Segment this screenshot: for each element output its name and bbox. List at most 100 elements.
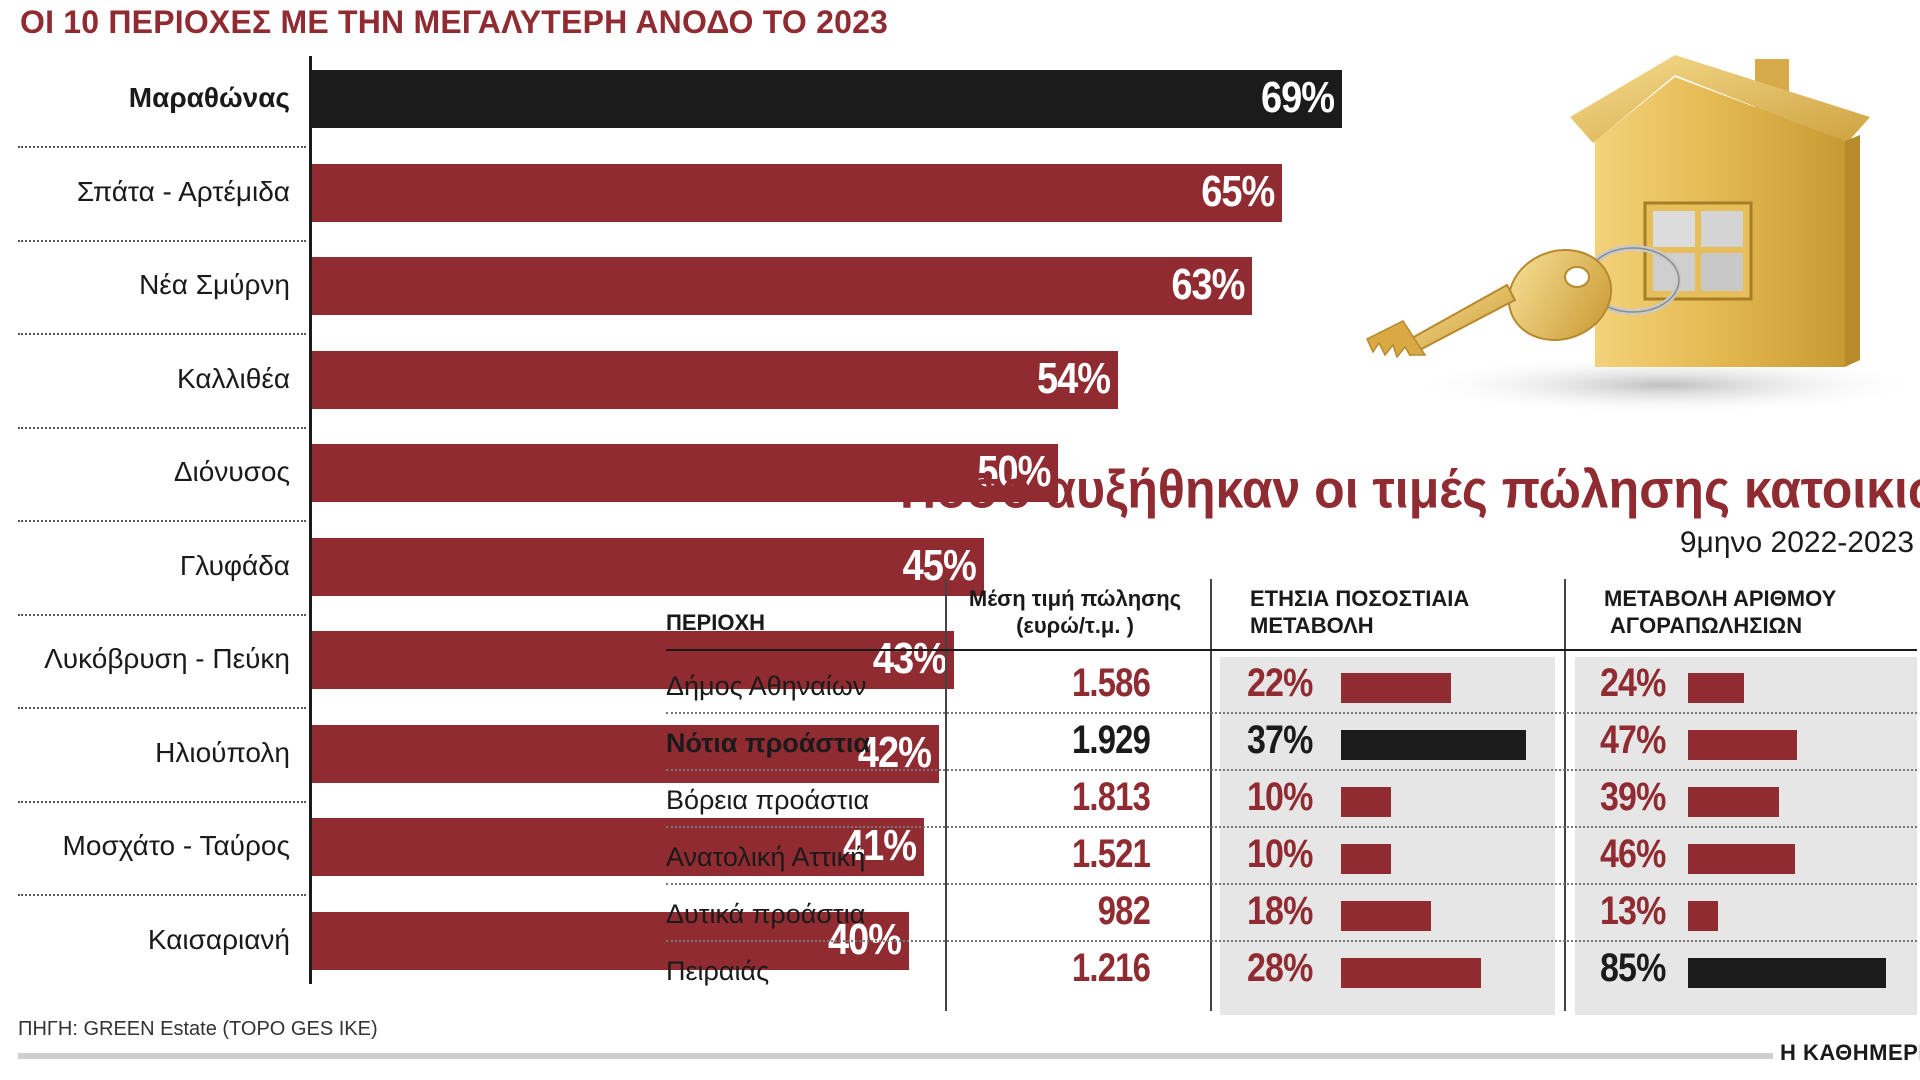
roof-shape xyxy=(1570,55,1870,143)
table-price-cell: 1.929 xyxy=(1072,718,1151,762)
table-price-cell: 982 xyxy=(1097,889,1151,933)
table-price-cell: 1.586 xyxy=(1072,661,1151,705)
table-region-cell: Δήμος Αθηναίων xyxy=(666,671,867,701)
bar-mark: 40% xyxy=(312,911,910,970)
table-sales-pct: 85% xyxy=(1600,946,1666,990)
bar-value-label: 41% xyxy=(842,822,917,871)
table-row-separator xyxy=(666,769,1917,771)
bar-category-label: Καλλιθέα xyxy=(177,362,290,394)
row-separator xyxy=(18,800,306,803)
table-region-cell: Πειραιάς xyxy=(666,956,770,986)
table-annual-pct: 18% xyxy=(1247,889,1313,933)
sales-bar-mark xyxy=(1688,958,1886,988)
bar-category-label: Σπάτα - Αρτέμιδα xyxy=(76,175,290,207)
row-separator xyxy=(18,894,306,896)
sales-bar-mark xyxy=(1688,844,1796,874)
house-key-illustration xyxy=(1366,55,1915,415)
row-separator xyxy=(18,707,306,709)
table-row-separator xyxy=(666,940,1917,942)
table-row-separator xyxy=(666,712,1917,714)
footer-rule xyxy=(18,1053,1773,1059)
table-sales-pct: 47% xyxy=(1600,718,1666,762)
bar-mark: 45% xyxy=(312,537,984,596)
table-region-cell: Δυτικά προάστια xyxy=(666,899,866,929)
table-price-cell: 1.813 xyxy=(1072,775,1151,819)
bar-chart-title: ΟΙ 10 ΠΕΡΙΟΧΕΣ ΜΕ ΤΗΝ ΜΕΓΑΛΥΤΕΡΗ ΑΝΟΔΟ Τ… xyxy=(20,4,889,40)
bar-value-label: 54% xyxy=(1037,354,1111,404)
table-annual-pct: 37% xyxy=(1247,718,1313,762)
table-region-cell: Ανατολική Αττική xyxy=(666,842,866,872)
column-divider xyxy=(1564,579,1566,1011)
annual-bar-mark xyxy=(1341,673,1451,703)
bar-category-label: Ηλιούπολη xyxy=(155,736,290,768)
price-table: ΠΕΡΙΟΧΗ Μέση τιμή πώλησης (ευρώ/τ.μ. ) Ε… xyxy=(660,575,1920,1015)
table-annual-pct: 10% xyxy=(1247,832,1313,876)
annual-bar-mark xyxy=(1341,958,1481,988)
bar-mark: 65% xyxy=(312,163,1283,222)
bar-value-label: 65% xyxy=(1201,167,1275,217)
table-region-cell: Βόρεια προάστια xyxy=(666,785,870,815)
header-price-line2: (ευρώ/τ.μ. ) xyxy=(1016,613,1134,638)
annual-bar-mark xyxy=(1341,730,1526,760)
row-separator xyxy=(18,613,306,616)
bar-category-label: Νέα Σμύρνη xyxy=(139,269,290,300)
bar-value-label: 40% xyxy=(828,915,902,965)
bar-mark: 69% xyxy=(312,70,1342,128)
bar-category-label: Γλυφάδα xyxy=(179,549,290,581)
bar-category-label: Λυκόβρυση - Πεύκη xyxy=(44,643,290,674)
sales-bar-mark xyxy=(1688,673,1744,703)
column-divider xyxy=(1210,579,1212,1011)
table-title: Πόσο αυξήθηκαν οι τιμές πώλησης κατοικιώ… xyxy=(900,459,1920,520)
table-sales-pct: 13% xyxy=(1600,889,1666,933)
bar-value-label: 50% xyxy=(977,448,1051,497)
table-sales-pct: 46% xyxy=(1600,832,1666,876)
table-row-separator xyxy=(666,883,1917,885)
column-divider xyxy=(945,579,947,1011)
sales-bar-mark xyxy=(1688,901,1719,931)
annual-bar-mark xyxy=(1341,844,1391,874)
sales-bar-mark xyxy=(1688,730,1798,760)
table-sales-pct: 24% xyxy=(1600,661,1666,705)
bar-value-label: 45% xyxy=(902,541,977,591)
header-sales: ΜΕΤΑΒΟΛΗ ΑΡΙΘΜΟΥ ΑΓΟΡΑΠΩΛΗΣΙΩΝ xyxy=(1604,585,1836,639)
row-separator xyxy=(18,426,306,429)
brand-logo: Η ΚΑΘΗΜΕΡΙΝΗ xyxy=(1780,1040,1920,1065)
row-separator xyxy=(18,239,306,242)
header-price: Μέση τιμή πώλησης (ευρώ/τ.μ. ) xyxy=(945,585,1205,639)
bar-value-label: 43% xyxy=(872,635,947,684)
sales-bar-mark xyxy=(1688,787,1779,817)
header-annual: ΕΤΗΣΙΑ ΠΟΣΟΣΤΙΑΙΑ ΜΕΤΑΒΟΛΗ xyxy=(1250,585,1469,639)
bar-chart: Μαραθώνας 69% Σπάτα - Αρτέμιδα 65% Νέα Σμύρν… xyxy=(18,70,1342,970)
annual-column-shade xyxy=(1220,657,1555,1015)
row-separator xyxy=(18,520,306,522)
bar-mark: 50% xyxy=(312,444,1059,502)
table-price-cell: 1.521 xyxy=(1072,832,1151,876)
bar-value-label: 69% xyxy=(1260,74,1335,123)
table-annual-pct: 28% xyxy=(1247,946,1313,990)
bar-value-label: 63% xyxy=(1171,261,1245,310)
header-sales-line2: ΑΓΟΡΑΠΩΛΗΣΙΩΝ xyxy=(1610,613,1803,638)
bar-mark: 54% xyxy=(312,350,1119,409)
header-region: ΠΕΡΙΟΧΗ xyxy=(666,610,766,635)
header-underline xyxy=(666,649,1917,651)
bar-category-label: Καισαριανή xyxy=(147,923,290,955)
table-annual-pct: 22% xyxy=(1247,661,1313,705)
table-subtitle: 9μηνο 2022-2023 xyxy=(1679,526,1914,559)
source-note: ΠΗΓΗ: GREEN Estate (TOPO GES IKE) xyxy=(18,1018,378,1040)
header-price-line1: Μέση τιμή πώλησης xyxy=(968,586,1182,611)
bar-category-label: Διόνυσος xyxy=(173,456,290,487)
header-sales-line1: ΜΕΤΑΒΟΛΗ ΑΡΙΘΜΟΥ xyxy=(1604,586,1837,611)
table-sales-pct: 39% xyxy=(1600,775,1666,819)
table-region-cell: Νότια προάστια xyxy=(666,728,870,758)
annual-bar-mark xyxy=(1341,787,1391,817)
bar-mark: 63% xyxy=(312,257,1253,315)
header-annual-line2: ΜΕΤΑΒΟΛΗ xyxy=(1250,613,1374,638)
row-separator xyxy=(18,146,306,148)
table-annual-pct: 10% xyxy=(1247,775,1313,819)
key-shape xyxy=(1366,248,1613,359)
bar-category-label: Μαραθώνας xyxy=(128,82,290,113)
bar-mark: 42% xyxy=(312,724,939,783)
shadow-shape xyxy=(1405,355,1915,415)
bar-category-label: Μοσχάτο - Ταύρος xyxy=(62,830,290,861)
header-annual-line1: ΕΤΗΣΙΑ ΠΟΣΟΣΤΙΑΙΑ xyxy=(1250,586,1470,611)
